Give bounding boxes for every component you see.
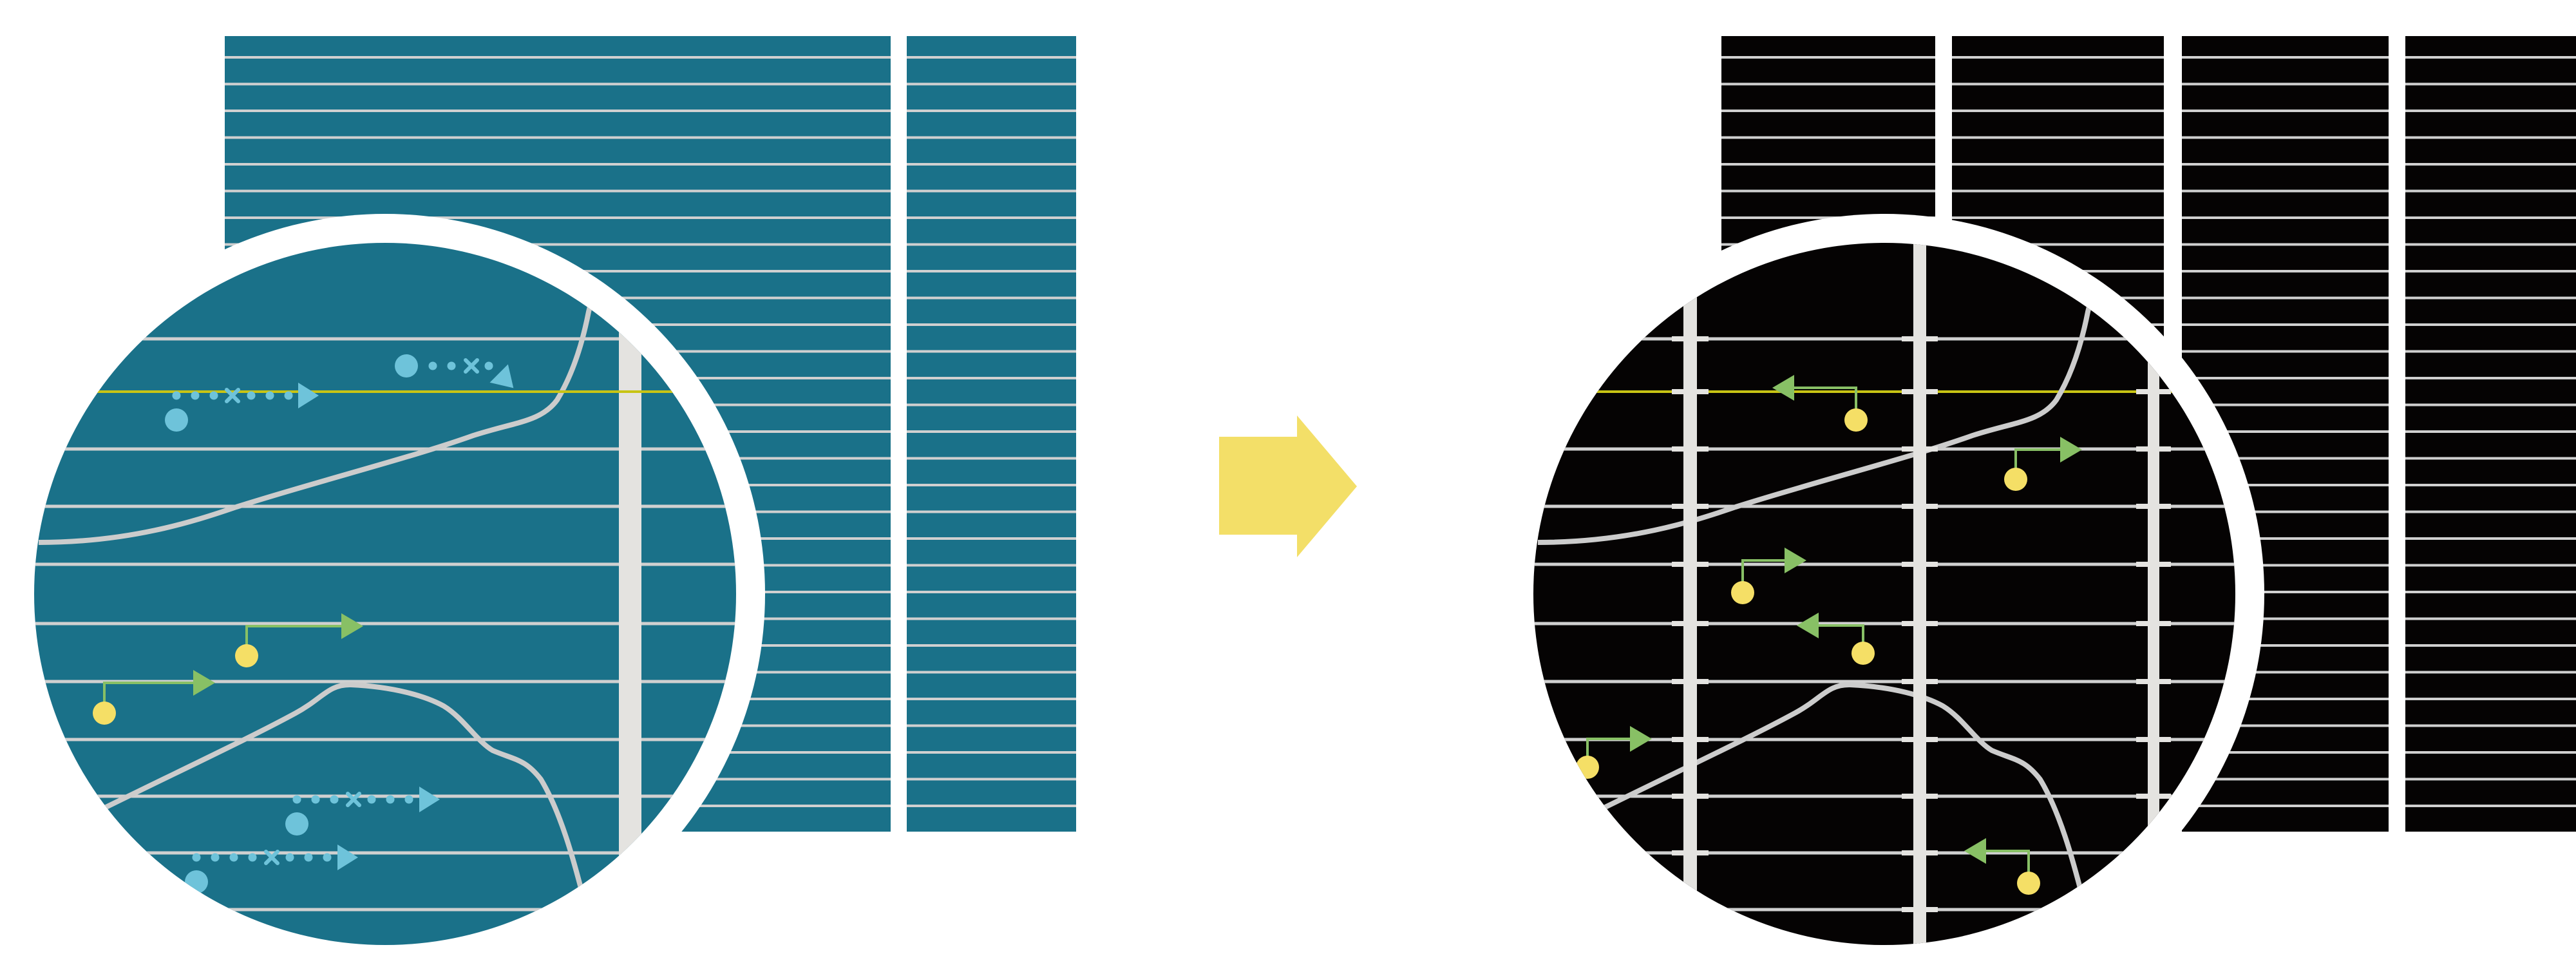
rail-junction (1672, 336, 1709, 341)
rail-junction (1902, 794, 1938, 799)
rail-junction (2136, 621, 2171, 626)
trajectory-dot (265, 391, 274, 400)
trajectory-dot (428, 361, 437, 370)
rail-junction (1902, 907, 1938, 912)
rail-junction (2136, 679, 2171, 684)
rail-junction (2136, 907, 2171, 912)
grid-column (2405, 36, 2576, 832)
trajectory-dot (211, 853, 220, 862)
trajectory-dot (304, 853, 313, 862)
trajectory-dot (192, 853, 201, 862)
rail-junction (1672, 389, 1709, 394)
trajectory-dot (247, 391, 256, 400)
green-arrowhead-icon (1785, 548, 1806, 573)
rail-junction (1902, 621, 1938, 626)
trajectory-dot (191, 391, 200, 400)
after-panel (1504, 36, 2576, 974)
vertical-rail (619, 243, 641, 902)
start-point (165, 408, 188, 432)
trajectory-dot (484, 361, 493, 370)
yellow-dot (93, 702, 116, 725)
cross-marker-icon (264, 850, 279, 865)
green-arrowhead-icon (341, 613, 363, 639)
boundary-curve (38, 270, 601, 545)
green-arrowhead-icon (193, 670, 215, 696)
yellow-dot (1844, 408, 1868, 432)
rail-junction (1902, 562, 1938, 567)
trajectory-dot (447, 361, 456, 370)
rail-junction (1672, 446, 1709, 452)
arrowhead-icon (419, 787, 440, 812)
vertical-rail (1913, 243, 1926, 945)
trajectory-dot (404, 795, 413, 804)
magnifier-lens (1533, 243, 2235, 945)
trajectory-dot (229, 853, 238, 862)
cross-marker-icon (225, 388, 240, 403)
rail-junction (1672, 562, 1709, 567)
rail-junction (1672, 679, 1709, 684)
trajectory-dot (172, 391, 181, 400)
boundary-curve (63, 682, 589, 909)
vertical-rail (2148, 243, 2159, 945)
yellow-dot (2017, 872, 2040, 895)
arrowhead-icon (489, 364, 514, 388)
transition-arrow-shape (1219, 415, 1357, 557)
rail-junction (1902, 850, 1938, 855)
before-panel (5, 36, 1076, 974)
trajectory-dot (330, 795, 339, 804)
rail-junction (1902, 336, 1938, 341)
cross-marker-icon (464, 358, 479, 374)
rail-junction (1672, 504, 1709, 509)
green-arrowhead-icon (1797, 613, 1819, 638)
arrowhead-icon (337, 845, 358, 870)
rail-junction (1672, 737, 1709, 742)
yellow-dot (2004, 468, 2027, 491)
start-point (395, 354, 418, 377)
rail-junction (2136, 562, 2171, 567)
rail-junction (2136, 446, 2171, 452)
rail-junction (2136, 504, 2171, 509)
green-arrowhead-icon (2060, 437, 2082, 463)
rail-junction (1672, 794, 1709, 799)
rail-junction (1902, 389, 1938, 394)
trajectory-dot (386, 795, 395, 804)
trajectory-dot (248, 853, 257, 862)
yellow-dot (1731, 581, 1754, 604)
rail-junction (1902, 679, 1938, 684)
green-arrowhead-icon (1630, 726, 1652, 752)
rail-junction (2136, 737, 2171, 742)
green-arrowhead-icon (1964, 838, 1986, 864)
rail-junction (2136, 389, 2171, 394)
yellow-dot (235, 644, 258, 667)
rail-junction (2136, 794, 2171, 799)
arrowhead-icon (298, 383, 319, 408)
trajectory-dot (284, 391, 293, 400)
yellow-dot (1852, 642, 1875, 665)
cross-marker-icon (346, 792, 361, 807)
transition-arrow-icon (1219, 415, 1357, 557)
start-point (285, 812, 308, 836)
trajectory-dot (323, 853, 332, 862)
rail-junction (1902, 504, 1938, 509)
rail-junction (1672, 621, 1709, 626)
rail-junction (1672, 850, 1709, 855)
rail-junction (1902, 446, 1938, 452)
trajectory-dot (209, 391, 218, 400)
trajectory-dot (285, 853, 294, 862)
rail-junction (1902, 737, 1938, 742)
magnifier-lens (34, 243, 736, 945)
vertical-rail (1683, 243, 1697, 945)
grid-column (907, 36, 1076, 832)
trajectory-dot (367, 795, 376, 804)
green-arrowhead-icon (1772, 375, 1794, 401)
trajectory-dot (311, 795, 320, 804)
trajectory-dot (292, 795, 301, 804)
